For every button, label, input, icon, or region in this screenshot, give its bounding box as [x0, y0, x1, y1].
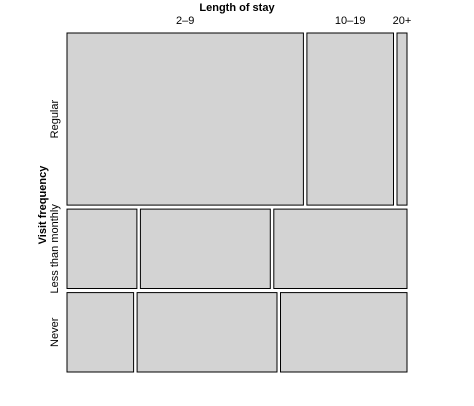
row-label: Less than monthly: [49, 204, 61, 294]
column-labels: 2–9 10–19 20+: [176, 15, 411, 27]
column-label: 10–19: [335, 15, 366, 27]
tile-regular-2-9: [66, 32, 304, 206]
tile-less-than-monthly-20: [273, 208, 408, 290]
tile-never-10-19: [136, 292, 278, 373]
tile-less-than-monthly-2-9: [66, 208, 138, 290]
row-label: Never: [49, 317, 61, 347]
mosaic-tiles: [66, 32, 408, 373]
y-axis-title: Visit frequency: [37, 165, 49, 245]
tile-less-than-monthly-10-19: [139, 208, 271, 290]
tile-regular-20: [396, 32, 408, 206]
column-label: 2–9: [176, 15, 194, 27]
row-labels: Regular Less than monthly Never: [49, 100, 61, 347]
tile-never-20: [280, 292, 408, 373]
column-label: 20+: [393, 15, 412, 27]
x-axis-title: Length of stay: [199, 2, 275, 14]
row-label: Regular: [49, 100, 61, 139]
tile-never-2-9: [66, 292, 135, 373]
tile-regular-10-19: [306, 32, 394, 206]
